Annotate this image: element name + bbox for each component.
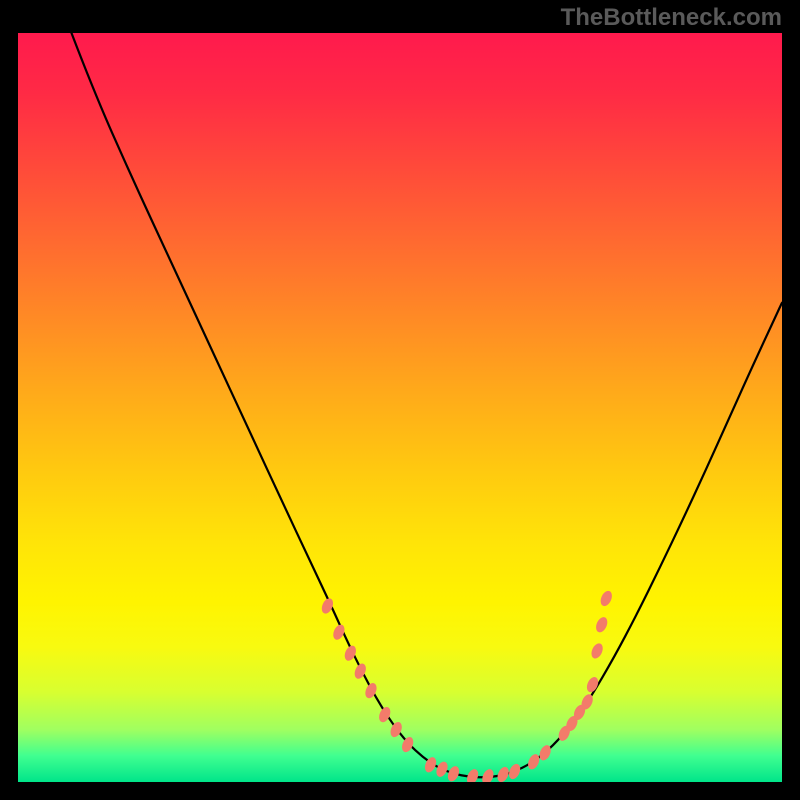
data-marker	[434, 760, 450, 779]
plot-area	[18, 33, 782, 782]
data-marker	[598, 589, 614, 608]
data-marker	[400, 735, 416, 754]
data-marker	[480, 767, 496, 782]
curve-layer	[18, 33, 782, 782]
watermark-text: TheBottleneck.com	[561, 4, 782, 32]
data-marker	[589, 642, 605, 661]
data-marker	[526, 752, 542, 771]
bottleneck-curve	[71, 33, 782, 777]
data-marker	[446, 764, 462, 782]
data-marker	[320, 597, 336, 616]
data-marker	[465, 767, 481, 782]
data-marker	[507, 762, 523, 781]
data-marker	[594, 615, 610, 634]
